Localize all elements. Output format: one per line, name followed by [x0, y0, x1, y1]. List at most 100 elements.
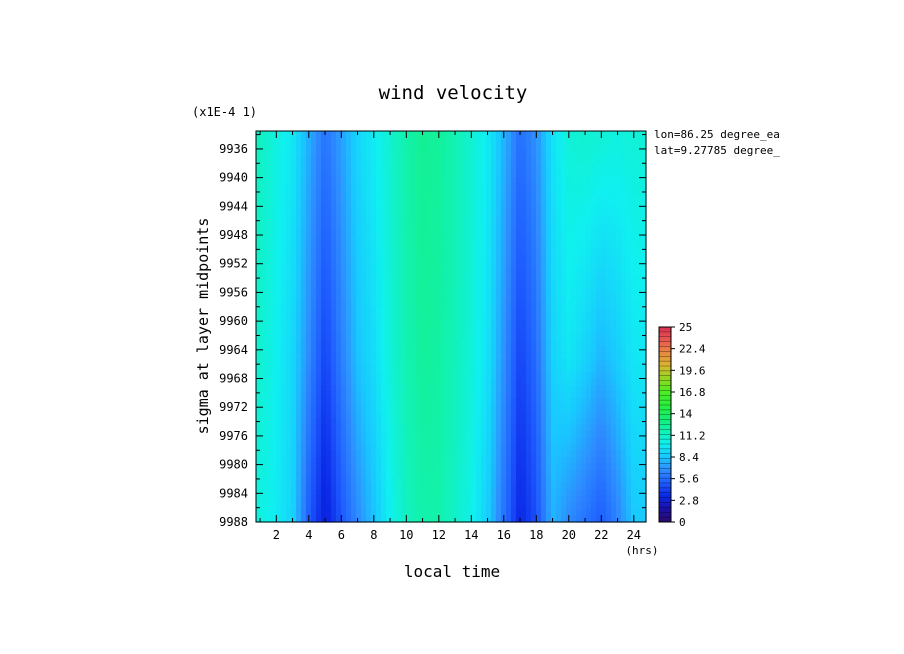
- heatmap-cell: [266, 157, 272, 165]
- heatmap-cell: [476, 254, 482, 262]
- heatmap-cell: [531, 131, 537, 139]
- heatmap-cell: [436, 430, 442, 438]
- heatmap-cell: [406, 398, 412, 406]
- heatmap-cell: [586, 300, 592, 308]
- heatmap-cell: [326, 352, 332, 360]
- heatmap-cell: [371, 437, 377, 445]
- heatmap-cell: [586, 385, 592, 393]
- heatmap-cell: [536, 222, 542, 230]
- heatmap-cell: [336, 424, 342, 432]
- heatmap-cell: [256, 300, 262, 308]
- heatmap-cell: [536, 306, 542, 315]
- heatmap-cell: [351, 372, 357, 380]
- heatmap-cell: [506, 209, 512, 217]
- heatmap-cell: [366, 248, 372, 256]
- heatmap-cell: [286, 469, 292, 477]
- heatmap-cell: [426, 202, 432, 210]
- heatmap-cell: [526, 274, 532, 282]
- heatmap-cell: [576, 137, 582, 145]
- heatmap-cell: [411, 378, 417, 386]
- heatmap-cell: [336, 183, 342, 191]
- heatmap-cell: [411, 456, 417, 464]
- heatmap-cell: [331, 170, 337, 178]
- heatmap-cell: [336, 189, 342, 197]
- heatmap-cell: [361, 248, 367, 256]
- heatmap-cell: [306, 157, 312, 165]
- heatmap-cell: [346, 261, 352, 269]
- heatmap-cell: [281, 424, 287, 432]
- heatmap-cell: [341, 417, 347, 425]
- heatmap-cell: [346, 163, 352, 171]
- heatmap-cell: [381, 489, 387, 497]
- heatmap-cell: [421, 398, 427, 406]
- heatmap-cell: [606, 495, 612, 504]
- colorbar-tick-label: 2.8: [679, 494, 699, 507]
- heatmap-cell: [516, 202, 522, 210]
- heatmap-cell: [476, 437, 482, 445]
- heatmap-cell: [561, 196, 567, 204]
- heatmap-cell: [391, 378, 397, 386]
- heatmap-cell: [636, 293, 642, 302]
- heatmap-cell: [451, 515, 457, 523]
- heatmap-cell: [526, 391, 532, 399]
- heatmap-cell: [476, 209, 482, 217]
- heatmap-cell: [391, 482, 397, 491]
- heatmap-cell: [611, 482, 617, 491]
- heatmap-cell: [571, 404, 577, 412]
- heatmap-cell: [266, 261, 272, 269]
- heatmap-cell: [381, 385, 387, 393]
- heatmap-cell: [556, 202, 562, 210]
- heatmap-cell: [491, 404, 497, 412]
- heatmap-cell: [351, 339, 357, 347]
- heatmap-cell: [591, 274, 597, 282]
- heatmap-cell: [311, 508, 317, 517]
- heatmap-cell: [506, 163, 512, 171]
- heatmap-cell: [276, 235, 282, 243]
- heatmap-cell: [586, 495, 592, 504]
- heatmap-cell: [526, 261, 532, 269]
- heatmap-cell: [376, 456, 382, 464]
- heatmap-cell: [271, 469, 277, 477]
- heatmap-cell: [481, 508, 487, 517]
- heatmap-cell: [341, 137, 347, 145]
- heatmap-cell: [376, 306, 382, 315]
- heatmap-cell: [546, 248, 552, 256]
- heatmap-cell: [496, 411, 502, 419]
- heatmap-cell: [546, 300, 552, 308]
- heatmap-cell: [526, 378, 532, 386]
- heatmap-cell: [531, 300, 537, 308]
- heatmap-cell: [336, 372, 342, 380]
- heatmap-cell: [336, 267, 342, 275]
- heatmap-cell: [636, 313, 642, 321]
- heatmap-cell: [456, 228, 462, 236]
- heatmap-cell: [341, 365, 347, 373]
- heatmap-cell: [361, 359, 367, 367]
- heatmap-cell: [626, 443, 632, 451]
- heatmap-cell: [476, 391, 482, 399]
- heatmap-cell: [321, 176, 327, 184]
- heatmap-cell: [521, 359, 527, 367]
- heatmap-cell: [571, 183, 577, 191]
- heatmap-cell: [381, 476, 387, 484]
- heatmap-cell: [461, 515, 467, 523]
- heatmap-cell: [556, 385, 562, 393]
- heatmap-cell: [521, 313, 527, 321]
- heatmap-cell: [361, 430, 367, 438]
- heatmap-cell: [456, 365, 462, 373]
- heatmap-cell: [491, 319, 497, 328]
- heatmap-cell: [531, 241, 537, 249]
- heatmap-cell: [501, 456, 507, 464]
- heatmap-cell: [286, 319, 292, 328]
- heatmap-cell: [426, 404, 432, 412]
- heatmap-cell: [616, 170, 622, 178]
- heatmap-cell: [346, 137, 352, 145]
- heatmap-cell: [556, 463, 562, 471]
- heatmap-cell: [611, 489, 617, 497]
- heatmap-cell: [631, 150, 637, 158]
- heatmap-cell: [431, 508, 437, 517]
- heatmap-cell: [381, 495, 387, 504]
- chart-title: wind velocity: [379, 82, 528, 104]
- heatmap-cell: [361, 443, 367, 451]
- heatmap-cell: [306, 365, 312, 373]
- heatmap-cell: [521, 241, 527, 249]
